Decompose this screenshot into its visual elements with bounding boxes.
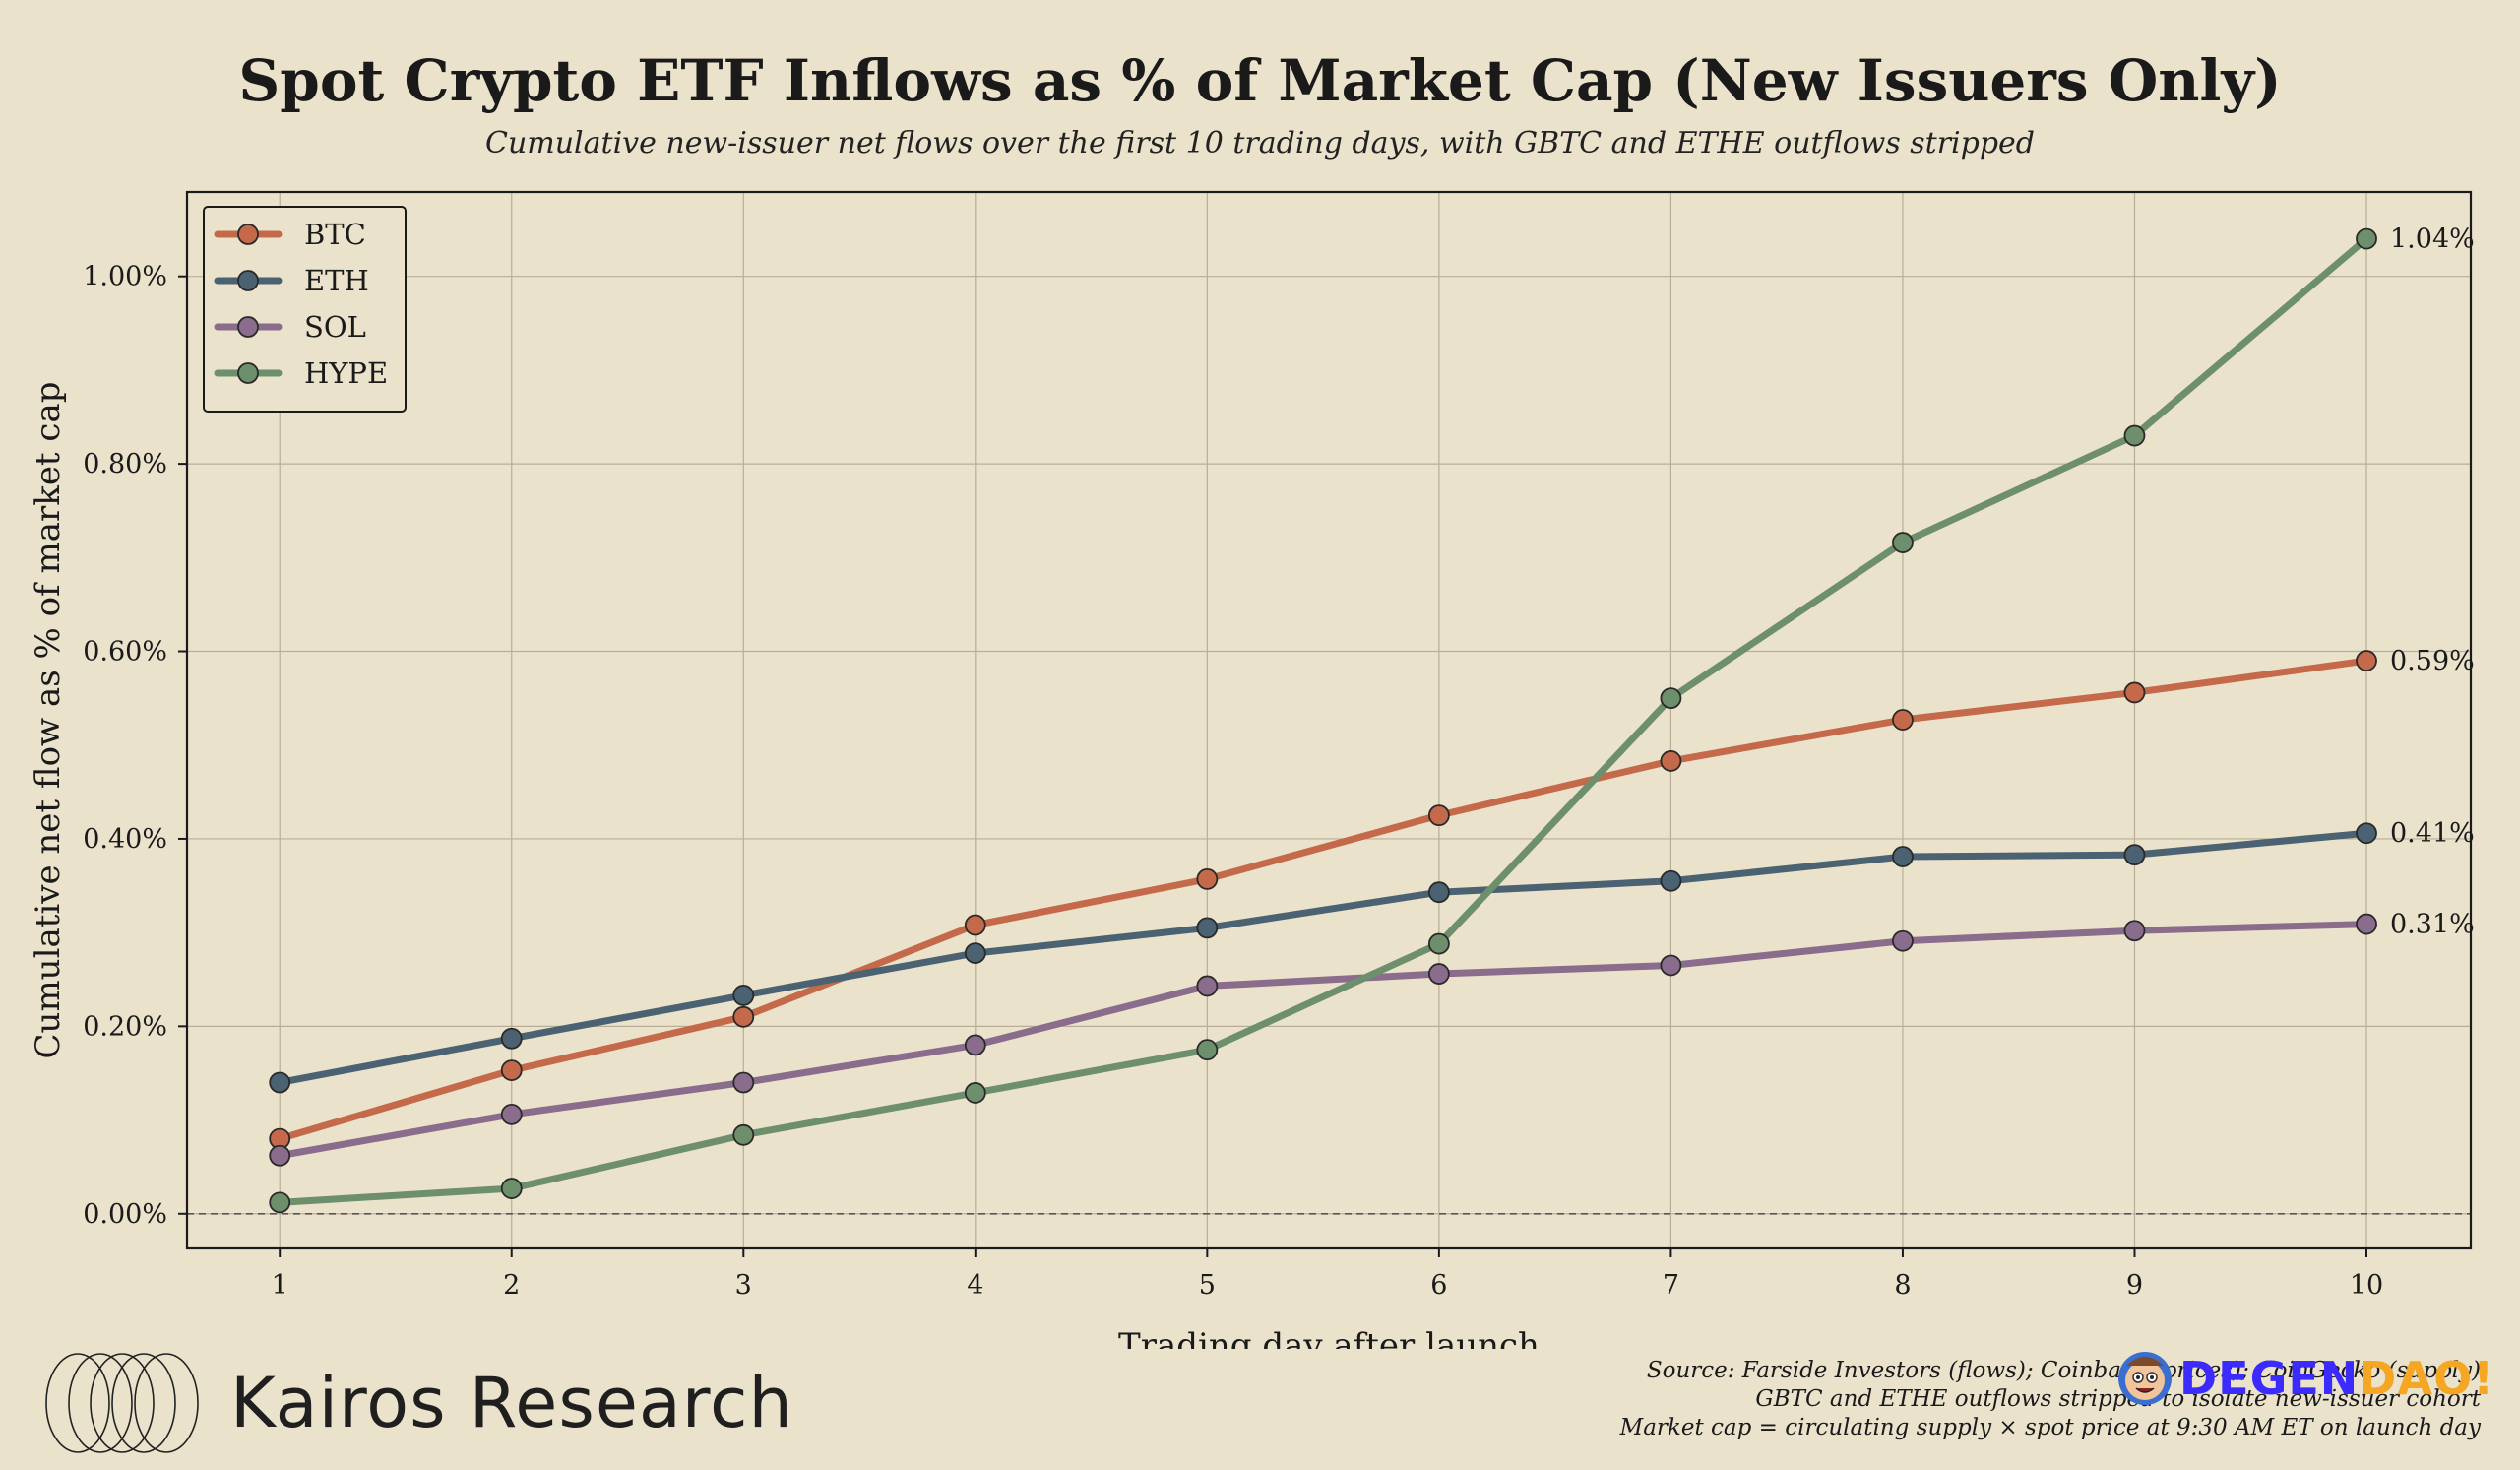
data-point-eth (1427, 881, 1450, 904)
data-point-sol (1427, 963, 1450, 985)
x-axis-label: Trading day after launch (1118, 1326, 1540, 1349)
source-line: Market cap = circulating supply × spot p… (1619, 1415, 2481, 1440)
data-point-eth (1892, 846, 1914, 867)
x-tick-label: 5 (1199, 1270, 1216, 1301)
legend-entry: HYPE (304, 356, 388, 390)
data-point-hype (2123, 424, 2146, 447)
source-notes: Source: Farside Investors (flows); Coinb… (1620, 1357, 2481, 1442)
y-tick-label: 0.60% (83, 637, 167, 668)
data-point-sol (500, 1103, 523, 1125)
x-tick-label: 7 (1663, 1270, 1679, 1301)
data-point-eth (2356, 822, 2377, 845)
legend-swatch-marker (237, 316, 259, 338)
cartoon-face-icon (2118, 1352, 2172, 1405)
data-point-btc (500, 1059, 523, 1082)
data-point-btc (2123, 681, 2146, 704)
x-tick-label: 2 (503, 1270, 520, 1301)
data-point-hype (732, 1123, 755, 1146)
data-point-btc (964, 914, 986, 936)
legend-box (203, 206, 407, 413)
data-point-hype (1892, 532, 1914, 553)
legend-entry: BTC (304, 218, 366, 251)
series-line-sol (276, 921, 2370, 1160)
end-value-label: 0.59% (2390, 646, 2475, 676)
legend-entry: ETH (304, 264, 369, 297)
data-point-eth (500, 1027, 523, 1050)
data-point-eth (732, 985, 755, 1006)
series-line-eth (276, 829, 2370, 1086)
data-point-btc (1892, 709, 1914, 731)
x-tick-label: 6 (1430, 1270, 1447, 1301)
x-tick-label: 4 (967, 1270, 983, 1301)
end-value-label: 1.04% (2390, 224, 2475, 255)
data-point-sol (964, 1034, 986, 1056)
end-value-label: 0.31% (2390, 910, 2475, 940)
y-tick-label: 0.20% (83, 1011, 167, 1042)
series-line-hype (276, 235, 2370, 1206)
x-tick-label: 1 (272, 1270, 288, 1301)
x-tick-label: 9 (2126, 1270, 2143, 1301)
data-point-eth (964, 942, 986, 964)
data-point-btc (2356, 650, 2377, 671)
y-tick-label: 0.40% (83, 824, 167, 855)
brand-block: Kairos Research (24, 1349, 793, 1457)
data-point-sol (1660, 954, 1682, 977)
chart-subtitle: Cumulative new-issuer net flows over the… (484, 126, 2036, 160)
y-tick-label: 1.00% (83, 262, 167, 292)
degendao-watermark: DEGENDAO! (2116, 1351, 2494, 1406)
overlapping-circles-logo-icon (45, 1353, 199, 1453)
line-chart: 0.00% 0.20% 0.40% 0.60% 0.80% 1.00% 1 2 3 4 5 6 7 8 9 1… (29, 190, 2475, 1349)
source-line: Source: Farside Investors (flows); Coinb… (1646, 1358, 2481, 1383)
x-tick-label: 8 (1894, 1270, 1911, 1301)
data-point-hype (1427, 932, 1450, 955)
watermark-text-part: DAO! (2359, 1352, 2495, 1405)
data-point-sol (1196, 975, 1219, 997)
data-point-btc (1427, 804, 1450, 827)
legend-swatch-marker (237, 362, 259, 384)
data-point-eth (1196, 917, 1219, 939)
data-point-hype (2356, 227, 2377, 250)
y-tick-label: 0.00% (83, 1199, 167, 1230)
brand-name: Kairos Research (230, 1363, 793, 1443)
chart-title: Spot Crypto ETF Inflows as % of Market C… (238, 47, 2282, 114)
data-point-sol (1892, 929, 1914, 952)
watermark-text-part: DEGEN (2179, 1352, 2360, 1405)
legend-entry: SOL (304, 310, 366, 344)
data-point-hype (1660, 687, 1682, 710)
x-tick-label: 10 (2350, 1270, 2383, 1301)
data-point-hype (269, 1191, 291, 1214)
data-point-sol (732, 1071, 755, 1094)
plot-frame (185, 190, 2473, 1250)
y-axis-label: Cumulative net flow as % of market cap (29, 382, 68, 1059)
legend-swatch-marker (237, 224, 259, 245)
data-point-btc (732, 1005, 755, 1028)
data-point-sol (269, 1144, 291, 1167)
data-point-btc (1660, 750, 1682, 772)
end-value-label: 0.41% (2390, 818, 2475, 849)
data-point-sol (2356, 913, 2377, 935)
data-point-sol (2123, 920, 2146, 942)
data-point-eth (269, 1071, 291, 1094)
data-point-hype (1196, 1039, 1219, 1061)
data-point-hype (500, 1178, 523, 1199)
y-tick-label: 0.80% (83, 449, 167, 479)
data-point-eth (1660, 869, 1682, 892)
legend-swatch-marker (237, 270, 259, 291)
x-tick-label: 3 (735, 1270, 752, 1301)
data-point-hype (964, 1082, 986, 1104)
data-point-eth (2123, 844, 2146, 866)
data-point-btc (1196, 867, 1219, 890)
series-line-btc (276, 657, 2370, 1143)
source-line: GBTC and ETHE outflows stripped to isola… (1755, 1386, 2481, 1412)
